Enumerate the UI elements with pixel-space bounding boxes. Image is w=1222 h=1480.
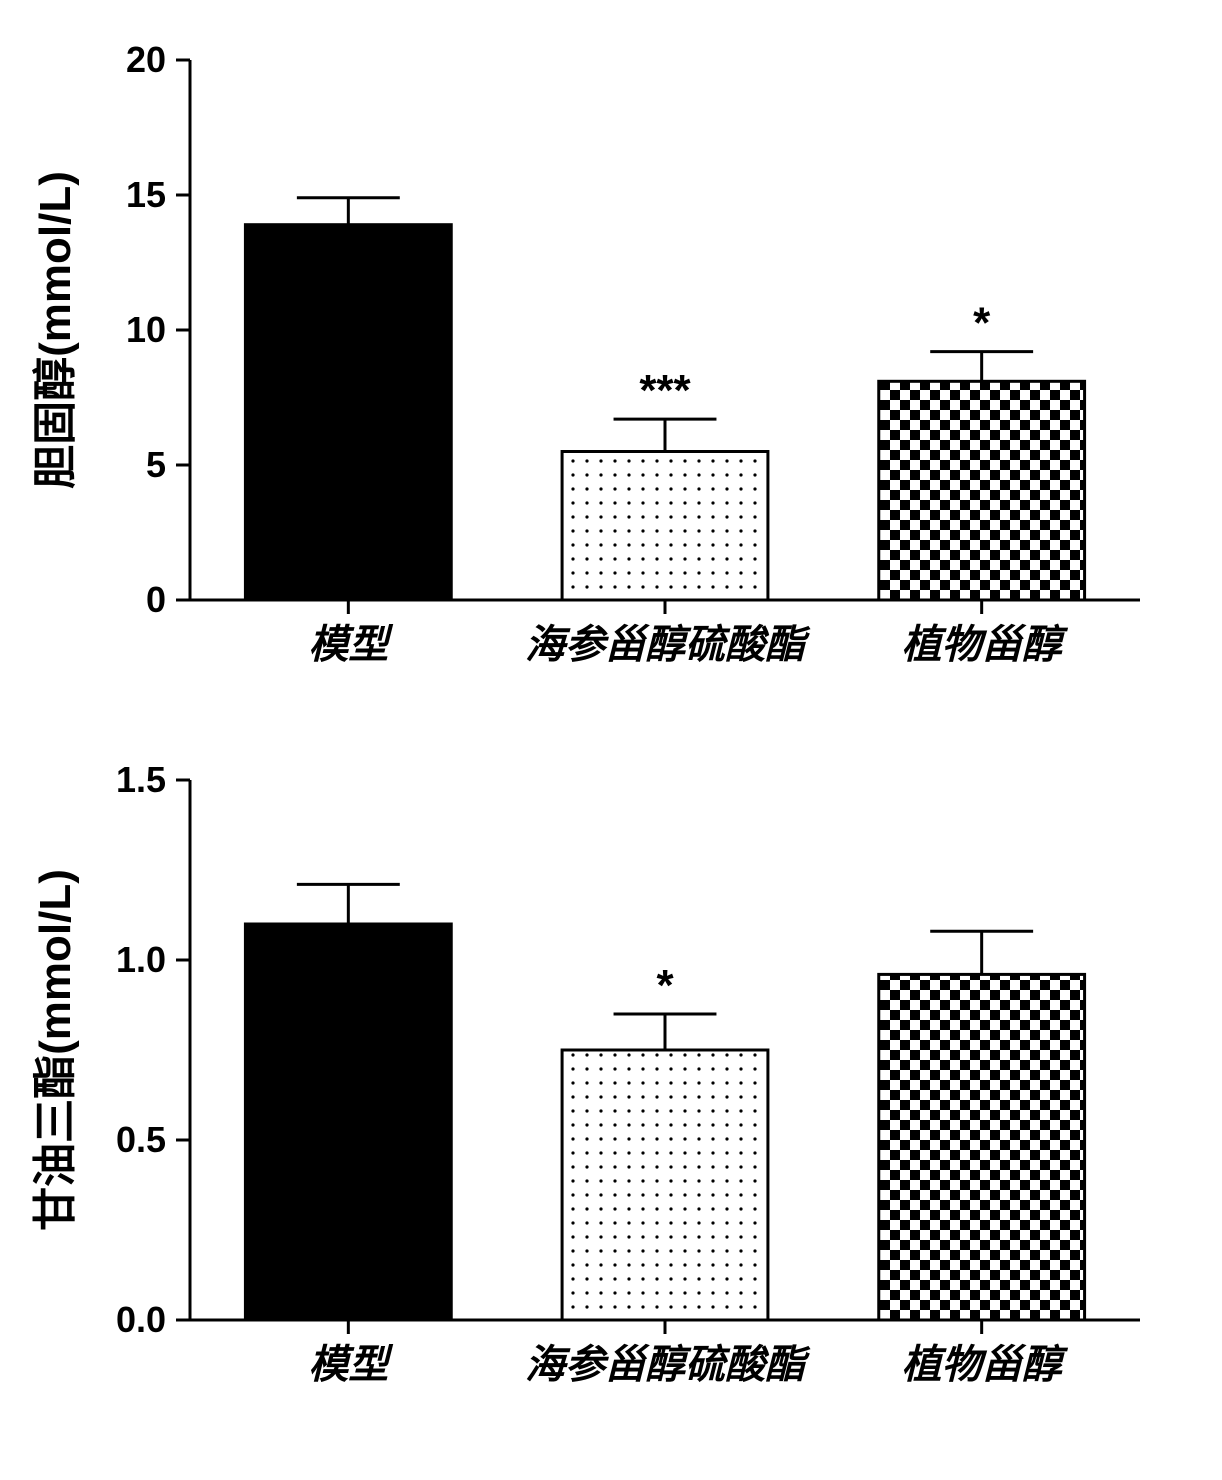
y-tick-label: 0.5 (116, 1119, 166, 1160)
error-bar (297, 884, 400, 924)
category-label: 植物甾醇 (902, 1343, 1069, 1387)
bar-chart: 0 5 10 15 20 胆固醇(mmol/L) 模型 海参甾醇硫酸酯 *** 植物甾醇 * (20, 20, 1180, 700)
bar (879, 381, 1085, 600)
category-label: 海参甾醇硫酸酯 (525, 623, 811, 667)
chart-panel: 0.0 0.5 1.0 1.5 甘油三酯(mmol/L) 模型 海参甾醇硫酸酯 * 植物甾醇 (20, 740, 1202, 1420)
y-axis-label: 胆固醇(mmol/L) (31, 171, 80, 489)
y-tick-label: 20 (126, 39, 166, 80)
error-bar (930, 352, 1033, 382)
y-tick-label: 10 (126, 309, 166, 350)
category-label: 模型 (308, 623, 393, 667)
y-axis-label: 甘油三酯(mmol/L) (31, 869, 80, 1231)
category-label: 植物甾醇 (902, 623, 1069, 667)
y-tick-label: 15 (126, 174, 166, 215)
significance-label: *** (639, 366, 691, 415)
bar (245, 924, 451, 1320)
y-tick-label: 5 (146, 444, 166, 485)
significance-label: * (973, 299, 991, 348)
error-bar (930, 931, 1033, 974)
y-tick-label: 1.0 (116, 939, 166, 980)
y-tick-label: 1.5 (116, 759, 166, 800)
y-tick-label: 0 (146, 579, 166, 620)
significance-label: * (656, 961, 674, 1010)
bar (879, 974, 1085, 1320)
bar-chart: 0.0 0.5 1.0 1.5 甘油三酯(mmol/L) 模型 海参甾醇硫酸酯 * 植物甾醇 (20, 740, 1180, 1420)
category-label: 模型 (308, 1343, 393, 1387)
category-label: 海参甾醇硫酸酯 (525, 1343, 811, 1387)
bar (562, 452, 768, 601)
chart-panel: 0 5 10 15 20 胆固醇(mmol/L) 模型 海参甾醇硫酸酯 *** 植物甾醇 * (20, 20, 1202, 700)
error-bar (297, 198, 400, 225)
error-bar (614, 419, 717, 451)
y-tick-label: 0.0 (116, 1299, 166, 1340)
bar (562, 1050, 768, 1320)
bar (245, 225, 451, 600)
error-bar (614, 1014, 717, 1050)
